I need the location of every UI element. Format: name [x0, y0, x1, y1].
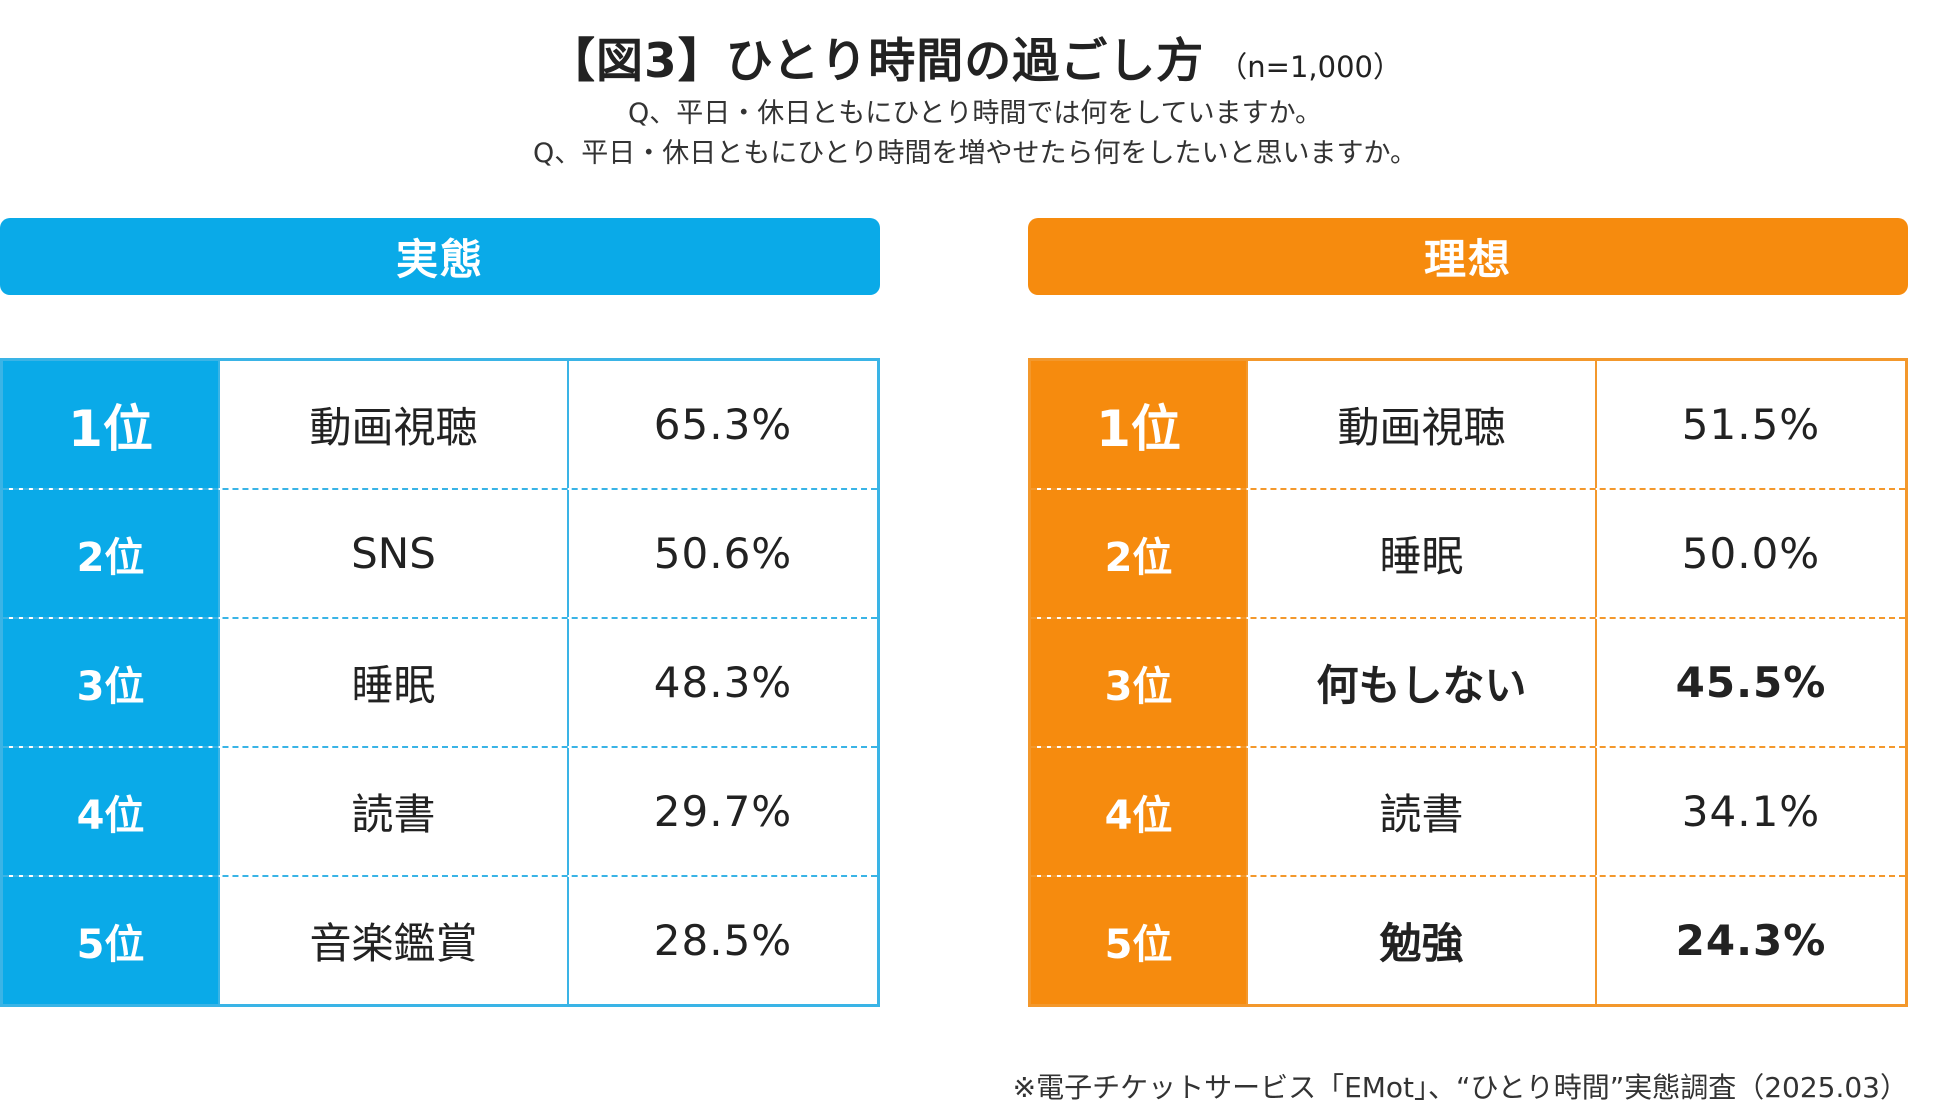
item-cell: 動画視聴 [218, 361, 567, 488]
rank-cell: 4位 [1031, 748, 1246, 875]
table-row: 3位 睡眠 48.3% [3, 617, 877, 746]
title-text: 【図3】ひとり時間の過ごし方 [548, 34, 1205, 89]
item-cell: 睡眠 [218, 619, 567, 746]
percent-cell: 29.7% [567, 748, 877, 875]
rank-cell: 1位 [1031, 361, 1246, 488]
actual-panel: 実態 1位 動画視聴 65.3% 2位 SNS 50.6% 3位 睡眠 48.3% 4位 読書 29.… [0, 218, 880, 1007]
percent-cell: 50.6% [567, 490, 877, 617]
table-row: 3位 何もしない 45.5% [1031, 617, 1905, 746]
table-row: 5位 勉強 24.3% [1031, 875, 1905, 1004]
item-cell: 睡眠 [1246, 490, 1595, 617]
table-row: 4位 読書 34.1% [1031, 746, 1905, 875]
item-cell: 何もしない [1246, 619, 1595, 746]
item-cell: SNS [218, 490, 567, 617]
table-row: 1位 動画視聴 65.3% [3, 361, 877, 488]
question-1: Q、平日・休日ともにひとり時間では何をしていますか。 [627, 98, 1323, 129]
actual-ranking-table: 1位 動画視聴 65.3% 2位 SNS 50.6% 3位 睡眠 48.3% 4位 読書 29.7% 5… [0, 358, 880, 1007]
table-row: 2位 SNS 50.6% [3, 488, 877, 617]
source-footnote: ※電子チケットサービス「EMot」、“ひとり時間”実態調査（2025.03） [1012, 1071, 1908, 1104]
rank-cell: 5位 [1031, 877, 1246, 1004]
percent-cell: 28.5% [567, 877, 877, 1004]
chart-header: 【図3】ひとり時間の過ごし方 （n=1,000） Q、平日・休日ともにひとり時間で… [0, 22, 1950, 175]
rank-cell: 3位 [3, 619, 218, 746]
rank-cell: 2位 [3, 490, 218, 617]
ideal-header: 理想 [1028, 218, 1908, 295]
ideal-panel: 理想 1位 動画視聴 51.5% 2位 睡眠 50.0% 3位 何もしない 45.5% 4位 読書 3… [1028, 218, 1908, 1007]
rank-cell: 1位 [3, 361, 218, 488]
percent-cell: 24.3% [1595, 877, 1905, 1004]
percent-cell: 50.0% [1595, 490, 1905, 617]
question-2: Q、平日・休日ともにひとり時間を増やせたら何をしたいと思いますか。 [533, 138, 1417, 169]
percent-cell: 34.1% [1595, 748, 1905, 875]
ideal-ranking-table: 1位 動画視聴 51.5% 2位 睡眠 50.0% 3位 何もしない 45.5% 4位 読書 34.1… [1028, 358, 1908, 1007]
item-cell: 勉強 [1246, 877, 1595, 1004]
item-cell: 音楽鑑賞 [218, 877, 567, 1004]
rank-cell: 4位 [3, 748, 218, 875]
table-row: 5位 音楽鑑賞 28.5% [3, 875, 877, 1004]
item-cell: 読書 [1246, 748, 1595, 875]
rank-cell: 3位 [1031, 619, 1246, 746]
percent-cell: 51.5% [1595, 361, 1905, 488]
table-row: 1位 動画視聴 51.5% [1031, 361, 1905, 488]
chart-title: 【図3】ひとり時間の過ごし方 （n=1,000） [0, 22, 1950, 91]
actual-header: 実態 [0, 218, 880, 295]
rank-cell: 2位 [1031, 490, 1246, 617]
percent-cell: 48.3% [567, 619, 877, 746]
table-row: 4位 読書 29.7% [3, 746, 877, 875]
sample-size: （n=1,000） [1218, 50, 1402, 84]
percent-cell: 65.3% [567, 361, 877, 488]
table-row: 2位 睡眠 50.0% [1031, 488, 1905, 617]
rank-cell: 5位 [3, 877, 218, 1004]
percent-cell: 45.5% [1595, 619, 1905, 746]
item-cell: 読書 [218, 748, 567, 875]
item-cell: 動画視聴 [1246, 361, 1595, 488]
